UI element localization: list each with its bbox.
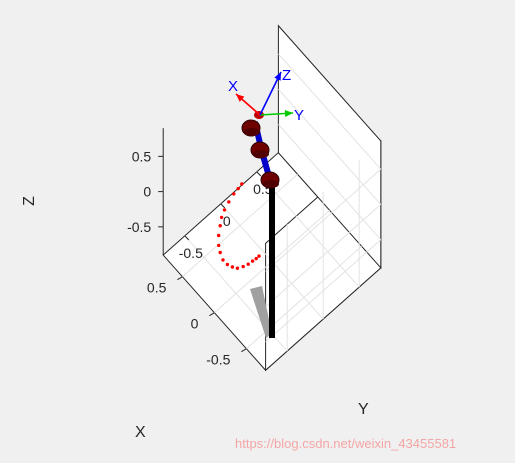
frame-z-label: Z <box>282 67 291 84</box>
frame-z-arrow-head <box>274 72 281 81</box>
trajectory-point <box>217 243 221 248</box>
robot-joint-band <box>263 180 279 188</box>
z-tick-label: 0.5 <box>132 148 152 164</box>
trajectory-point <box>230 265 235 269</box>
y-axis-label: Y <box>358 401 369 418</box>
end-effector-frame <box>235 71 294 117</box>
frame-x-label: X <box>228 78 238 95</box>
trajectory-point <box>257 254 261 258</box>
trajectory-point <box>240 182 244 186</box>
trajectory-point <box>218 224 222 228</box>
y-tick-mark <box>184 235 190 241</box>
trajectory-point <box>246 262 250 266</box>
y-tick-mark <box>256 171 262 177</box>
grid-line <box>278 53 382 170</box>
x-tick-label: 0 <box>191 316 199 332</box>
trajectory-point <box>219 215 224 220</box>
watermark: https://blog.csdn.net/weixin_43455581 <box>235 436 456 451</box>
x-tick-mark <box>241 348 247 353</box>
x-tick-label: 0.5 <box>147 280 167 296</box>
z-axis-label: Z <box>21 196 38 206</box>
grid-line <box>278 88 382 205</box>
y-tick-mark <box>220 203 226 209</box>
trajectory-point <box>236 186 240 191</box>
x-tick-mark <box>177 276 183 281</box>
robot-shadow <box>250 286 272 338</box>
trajectory-point <box>235 266 240 270</box>
frame-y-label: Y <box>294 107 304 124</box>
x-tick-mark <box>209 312 215 317</box>
grid-line <box>265 204 382 308</box>
grid-line <box>278 124 382 240</box>
trajectory-point <box>232 192 236 196</box>
z-tick-label: 0 <box>143 184 151 200</box>
trajectory-point <box>225 262 230 267</box>
x-axis-label: X <box>135 424 146 441</box>
y-tick-label: -0.5 <box>179 245 203 261</box>
tick-labels: -0.500.5-0.500.5-0.500.5 <box>127 148 273 367</box>
trajectory-point <box>227 200 231 204</box>
robot-arm <box>241 111 280 338</box>
frame-x-arrow-head <box>236 94 245 102</box>
trajectory-point <box>254 256 258 261</box>
trajectory-point <box>218 250 222 255</box>
trajectory-point <box>222 208 227 212</box>
trajectory-point <box>221 258 225 262</box>
grid-line <box>265 168 382 272</box>
trajectory-points <box>217 182 261 270</box>
grid-lines <box>182 53 382 352</box>
robot-joint-band <box>253 150 269 158</box>
trajectory-point <box>217 233 221 238</box>
trajectory-point <box>250 259 255 263</box>
y-tick-label: 0 <box>223 213 231 229</box>
robot-joint-band <box>244 128 260 136</box>
x-tick-label: -0.5 <box>206 352 230 368</box>
z-tick-label: -0.5 <box>127 219 151 235</box>
frame-y-arrow-head <box>284 109 293 117</box>
trajectory-point <box>241 264 245 269</box>
grid-line <box>265 239 382 343</box>
